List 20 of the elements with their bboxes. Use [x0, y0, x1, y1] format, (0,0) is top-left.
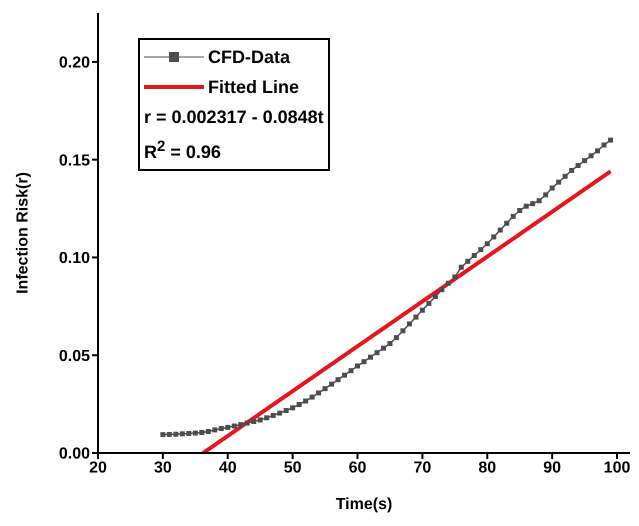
y-tick-label: 0.20 [58, 54, 90, 72]
y-axis-title: Infection Risk(r) [14, 172, 32, 294]
y-tick-label: 0.15 [58, 152, 90, 170]
annotation: R$^{2}$ = 0.96 [144, 138, 221, 162]
x-tick-label: 90 [543, 459, 562, 476]
annotation: r = 0.002317 - 0.0848t [144, 107, 324, 127]
x-tick-label: 40 [218, 459, 237, 476]
y-tick-label: 0.00 [58, 446, 90, 463]
legend-label: CFD-Data [208, 46, 290, 69]
x-tick-label: 30 [154, 459, 172, 476]
x-tick-label: 50 [284, 459, 302, 476]
x-axis-title: Time(s) [336, 496, 392, 513]
x-tick-label: 100 [604, 459, 630, 476]
x-tick-label: 80 [478, 459, 496, 476]
legend-label: Fitted Line [208, 76, 299, 99]
x-tick-label: 20 [89, 459, 107, 476]
y-tick-label: 0.10 [58, 250, 90, 268]
y-tick-label: 0.05 [58, 348, 90, 365]
x-tick-label: 70 [413, 459, 432, 476]
x-tick-label: 60 [348, 459, 367, 476]
